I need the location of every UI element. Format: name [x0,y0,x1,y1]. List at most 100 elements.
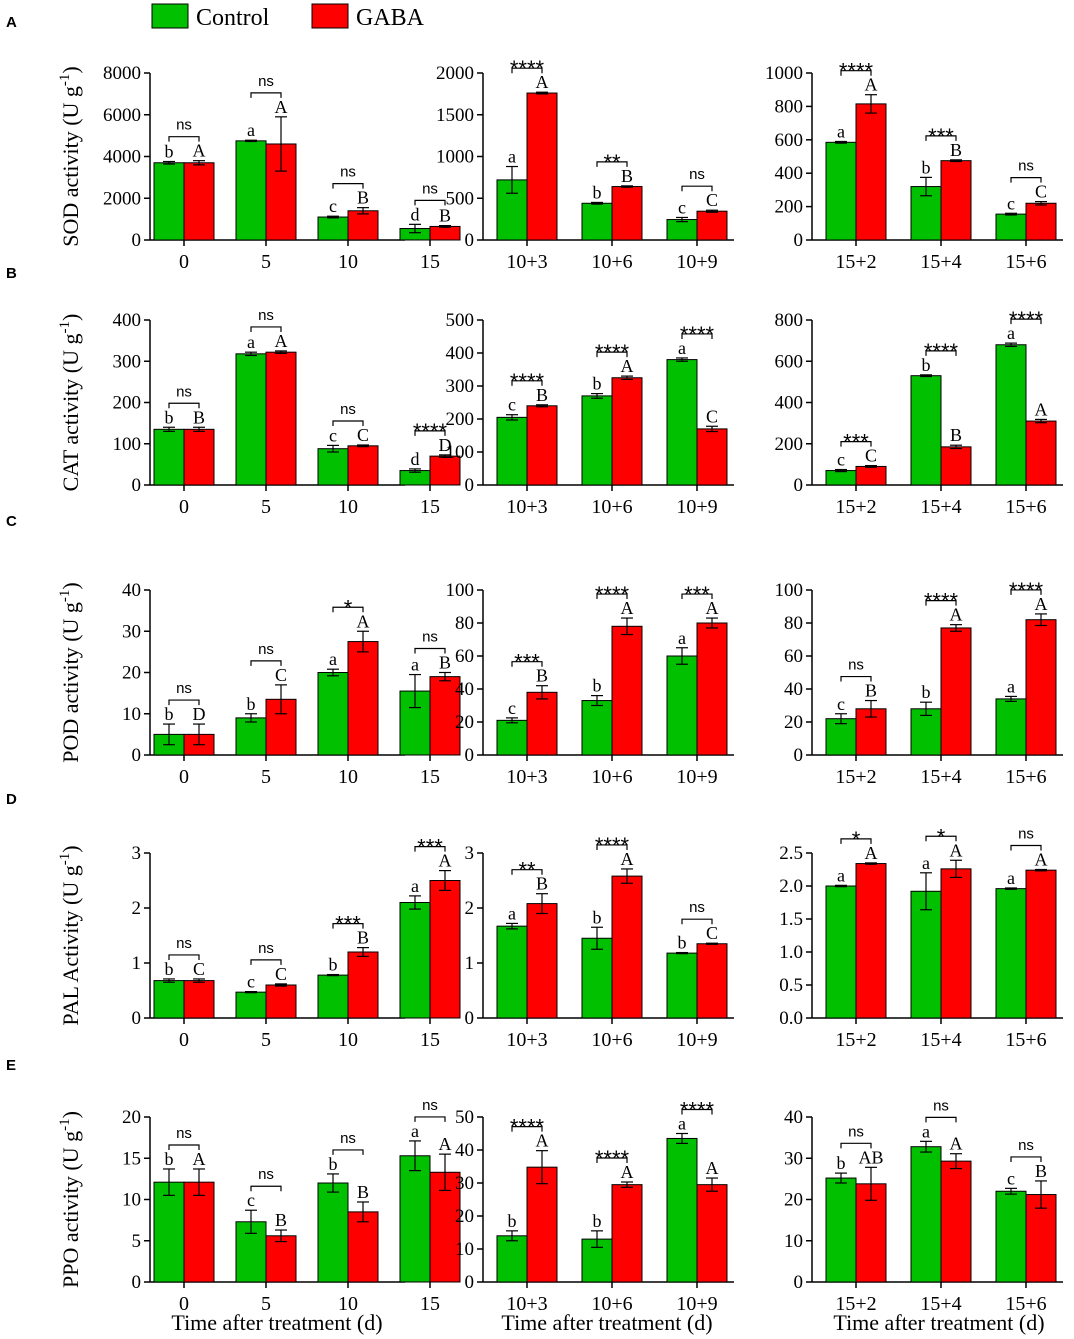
significance-marker: ns [340,1130,356,1147]
significance-letter: D [439,435,452,455]
significance-marker: ns [689,899,705,916]
y-tick-label: 200 [113,393,142,414]
gaba-bar [265,351,297,486]
x-tick-label: 5 [261,496,271,518]
significance-marker: **** [595,340,630,365]
comparison-bracket [250,326,282,332]
y-axis-title-base: SOD activity (U g [58,86,83,247]
y-axis-title-end: ) [58,1111,83,1118]
y-tick-label: 2 [132,898,142,919]
x-tick-label: 15 [420,1029,440,1051]
control-bar [153,1181,185,1283]
significance-letter: A [706,598,719,618]
significance-marker: **** [680,322,715,347]
comparison-bracket [1010,1156,1042,1162]
gaba-bar [855,863,887,1019]
x-tick-label: 5 [261,766,271,788]
x-tick-label: 15+2 [835,496,876,518]
y-tick-label: 30 [122,621,141,642]
x-tick-label: 0 [179,251,189,273]
significance-letter: C [357,425,369,445]
y-tick-label: 2.0 [779,876,803,897]
comparison-bracket [925,600,957,606]
y-tick-label: 0 [794,230,804,251]
comparison-bracket [596,161,628,167]
gaba-bar [347,210,379,241]
significance-marker: **** [1009,307,1044,332]
y-tick-label: 600 [775,130,804,151]
x-tick-label: 10+3 [506,251,547,273]
y-axis-title-end: ) [58,314,83,321]
comparison-bracket [250,959,282,965]
panel-label: E [6,1057,16,1074]
comparison-bracket [1010,176,1042,183]
y-axis-title-exp: -1 [57,74,73,87]
gaba-bar [183,428,215,486]
significance-letter: b [165,959,174,979]
gaba-bar [526,903,558,1019]
gaba-bar [940,1160,972,1283]
x-tick-label: 10+3 [506,1293,547,1315]
significance-letter: A [439,1134,452,1154]
control-bar [235,140,267,241]
significance-letter: D [193,704,206,724]
panel-label: A [6,14,17,31]
significance-letter: A [536,1131,549,1151]
significance-marker: *** [335,912,361,937]
y-tick-label: 60 [455,646,474,667]
comparison-bracket [596,351,628,358]
significance-letter: B [865,681,877,701]
significance-letter: A [193,1149,206,1169]
y-tick-label: 1 [465,953,475,974]
significance-marker: **** [839,59,874,84]
x-tick-label: 10+9 [676,766,717,788]
y-tick-label: 0 [132,1008,142,1029]
y-tick-label: 5 [132,1231,142,1252]
y-tick-label: 1.5 [779,909,803,930]
significance-letter: b [922,157,931,177]
y-tick-label: 80 [784,613,803,634]
x-tick-label: 15+6 [1005,1293,1046,1315]
significance-marker: *** [684,582,710,607]
comparison-bracket [1010,844,1042,851]
significance-marker: ns [933,1097,949,1114]
y-tick-label: 300 [113,351,142,372]
x-tick-label: 10+6 [591,766,632,788]
significance-letter: c [329,196,337,216]
significance-letter: A [357,611,370,631]
significance-letter: b [922,355,931,375]
y-axis-title: CAT activity (U g-1) [57,314,83,492]
significance-letter: A [439,851,452,871]
significance-letter: a [678,1114,686,1134]
significance-letter: B [950,425,962,445]
significance-marker: ns [176,117,192,134]
significance-letter: b [247,694,256,714]
x-tick-label: 15+6 [1005,1029,1046,1051]
y-tick-label: 0 [132,230,142,251]
y-tick-label: 30 [784,1148,803,1169]
y-tick-label: 60 [784,646,803,667]
y-tick-label: 6000 [103,105,141,126]
comparison-bracket [681,333,713,339]
x-tick-label: 10 [338,766,358,788]
significance-letter: b [593,182,602,202]
y-tick-label: 2 [465,898,475,919]
y-tick-label: 400 [113,310,142,331]
significance-letter: b [165,1149,174,1169]
significance-letter: b [922,682,931,702]
comparison-bracket [414,199,446,206]
y-tick-label: 20 [455,1206,474,1227]
y-tick-label: 3 [465,843,475,864]
y-axis-title-exp: -1 [57,590,73,603]
significance-letter: B [275,1210,287,1230]
significance-letter: b [165,407,174,427]
x-axis-title-3: Time after treatment (d) [833,1310,1044,1335]
gaba-bar [696,428,728,486]
significance-marker: **** [510,369,545,394]
control-bar [995,1190,1027,1283]
